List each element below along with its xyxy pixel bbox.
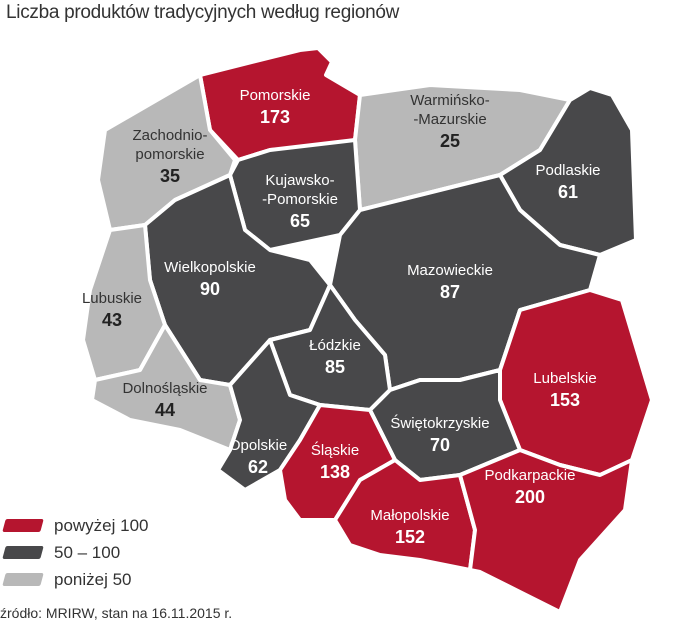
region-lskie bbox=[278, 403, 397, 522]
region-name: Pomorskie bbox=[240, 87, 311, 104]
region-name: Podlaskie bbox=[535, 162, 600, 179]
map-title: Liczba produktów tradycyjnych według reg… bbox=[6, 2, 400, 23]
region-value: 70 bbox=[430, 435, 450, 455]
source-note: źródło: MRIRW, stan na 16.11.2015 r. bbox=[0, 605, 233, 621]
region-value: 62 bbox=[248, 457, 268, 477]
region-podkarpackie bbox=[458, 448, 634, 614]
region-value: 61 bbox=[558, 182, 578, 202]
region-name: Lubelskie bbox=[533, 370, 596, 387]
legend: powyżej 100 50 – 100 poniżej 50 bbox=[2, 512, 149, 593]
legend-item-low: poniżej 50 bbox=[2, 566, 149, 593]
region-name: -Pomorskie bbox=[262, 191, 338, 208]
region-name: Zachodnio- bbox=[132, 127, 207, 144]
legend-swatch bbox=[2, 546, 44, 559]
region-value: 87 bbox=[440, 282, 460, 302]
region-value: 85 bbox=[325, 357, 345, 377]
region-name: Wielkopolskie bbox=[164, 259, 256, 276]
legend-swatch bbox=[2, 519, 44, 532]
region-name: Dolnośląskie bbox=[122, 380, 207, 397]
region-name: -Mazurskie bbox=[413, 111, 486, 128]
region-name: Śląskie bbox=[311, 441, 359, 459]
region-value: 173 bbox=[260, 107, 290, 127]
legend-swatch bbox=[2, 573, 44, 586]
region-value: 90 bbox=[200, 279, 220, 299]
region-value: 65 bbox=[290, 211, 310, 231]
region-name: pomorskie bbox=[135, 146, 204, 163]
region-value: 25 bbox=[440, 131, 460, 151]
legend-item-mid: 50 – 100 bbox=[2, 539, 149, 566]
legend-item-high: powyżej 100 bbox=[2, 512, 149, 539]
region-name: Opolskie bbox=[229, 437, 287, 454]
region-name: Kujawsko- bbox=[265, 172, 334, 189]
region-value: 44 bbox=[155, 400, 175, 420]
region-name: Podkarpackie bbox=[485, 467, 576, 484]
region-value: 35 bbox=[160, 166, 180, 186]
region-name: Łódzkie bbox=[309, 337, 361, 354]
region-value: 152 bbox=[395, 527, 425, 547]
legend-label: poniżej 50 bbox=[54, 569, 132, 589]
region-name: Świętokrzyskie bbox=[390, 414, 489, 432]
region-value: 43 bbox=[102, 310, 122, 330]
region-value: 138 bbox=[320, 462, 350, 482]
region-value: 200 bbox=[515, 487, 545, 507]
legend-label: powyżej 100 bbox=[54, 515, 149, 535]
region-name: Małopolskie bbox=[370, 507, 449, 524]
region-name: Warmińsko- bbox=[410, 92, 489, 109]
region-name: Lubuskie bbox=[82, 290, 142, 307]
region-name: Mazowieckie bbox=[407, 262, 493, 279]
legend-label: 50 – 100 bbox=[54, 542, 121, 562]
region-maopolskie bbox=[333, 458, 477, 572]
region-value: 153 bbox=[550, 390, 580, 410]
